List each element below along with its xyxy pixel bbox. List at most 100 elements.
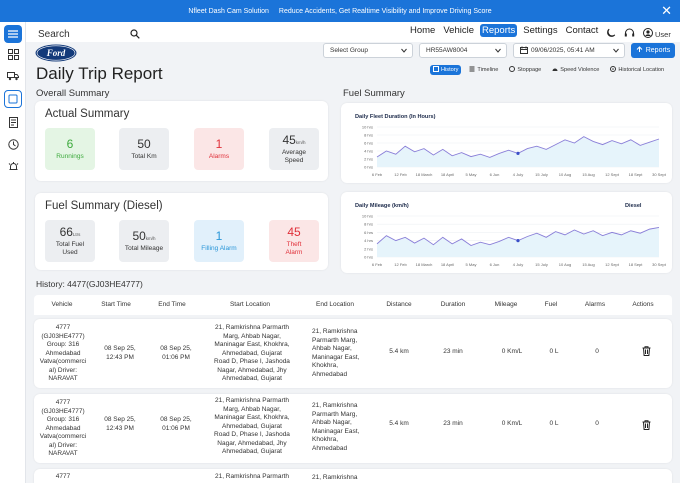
x-tick-label: 5 May (466, 172, 477, 177)
timeline-icon (469, 66, 475, 74)
reports-icon[interactable] (4, 90, 22, 108)
tab-stoppage[interactable]: Stoppage (506, 65, 544, 75)
speed-icon (552, 66, 558, 74)
stat-label: Alarms (208, 153, 230, 160)
cell-line: Ahmedabad, Gujarat (222, 422, 282, 430)
y-tick-label: 2 hrs (364, 157, 373, 162)
cell-vehicle: 4777 (GJ03HE4777) Group: 316 Ahmedabad V… (34, 324, 92, 384)
x-tick-label: 18 Sept (629, 262, 644, 267)
cell-alarms: 0 (595, 420, 599, 427)
cell-start-time: 08 Sep 25, 12:43 PM (92, 345, 148, 362)
data-point-marker (516, 239, 520, 243)
group-select[interactable]: Select Group (323, 43, 413, 58)
cell-line: NARAVAT (48, 450, 78, 457)
trash-icon[interactable] (642, 346, 651, 360)
series-area (377, 136, 659, 167)
cell-line: Group: 316 (46, 341, 80, 348)
nav-vehicle[interactable]: Vehicle (443, 25, 474, 36)
stat-total-fuel: 66Ltrs Total Fuel Used (45, 220, 95, 262)
cell-line: Ahbab Nagar, (312, 419, 352, 426)
trash-icon[interactable] (642, 420, 651, 434)
nav-settings[interactable]: Settings (523, 25, 558, 36)
stat-label: Theft Alarm (285, 241, 303, 256)
col-duration: Duration (440, 301, 466, 308)
col-fuel: Fuel (544, 301, 558, 308)
col-distance: Distance (386, 301, 412, 308)
col-actions: Actions (632, 301, 654, 308)
cell-line: 21, Ramkrishna (312, 328, 358, 335)
x-tick-label: 6 Feb (372, 172, 383, 177)
close-icon[interactable]: ✕ (661, 3, 672, 18)
stat-unit: Ltrs (72, 232, 81, 237)
cell-mileage: 0 Km/L (501, 420, 523, 427)
cell-end-time: 08 Sep 25, 01:06 PM (148, 345, 204, 362)
svg-text:Ford: Ford (46, 48, 66, 58)
stat-value: 50 (132, 229, 146, 243)
data-point-marker (516, 151, 520, 155)
tab-history[interactable]: History (430, 65, 462, 75)
y-tick-label: 4 hrs (364, 238, 373, 243)
reports-button[interactable]: Reports (631, 43, 675, 58)
x-tick-label: 15 Aug (582, 172, 594, 177)
tab-historical-location-label: Historical Location (618, 67, 665, 73)
stat-value: 45 (287, 225, 301, 239)
table-row: 4777 (GJ03HE4777) Group: 316 Ahmedabad V… (34, 394, 672, 463)
stat-theft-alarm: 45 Theft Alarm (269, 220, 319, 262)
x-tick-label: 6 Feb (372, 262, 383, 267)
tab-timeline-label: Timeline (477, 67, 499, 73)
cell-line: Khokhra, (312, 436, 339, 443)
document-icon[interactable] (4, 113, 22, 131)
vehicle-select[interactable]: HR55AW8004 (419, 43, 507, 58)
date-picker[interactable]: 09/06/2025, 05:41 AM (513, 43, 625, 58)
col-vehicle: Vehicle (51, 301, 73, 308)
top-banner: Nfleet Dash Cam Solution Reduce Accident… (0, 0, 680, 22)
x-tick-label: 18 March (416, 262, 433, 267)
cell-line: Ahmedabad, Gujarat (222, 375, 282, 382)
cell-duration: 23 min (443, 420, 463, 427)
alarm-icon[interactable] (4, 157, 22, 175)
report-tabs: History Timeline Stoppage Speed Violence… (430, 65, 667, 75)
cell-line: Ahmedabad (45, 349, 81, 357)
cell-line: Group: 316 (46, 416, 80, 423)
user-menu[interactable]: User (643, 28, 671, 40)
cell-line: 08 Sep 25, (104, 345, 136, 352)
menu-icon[interactable] (4, 25, 22, 43)
headset-icon[interactable] (624, 25, 635, 43)
stat-value: 6 (66, 137, 74, 151)
cell-alarms: 0 (595, 348, 599, 355)
cell-line: Maninagar East, (312, 427, 360, 435)
page-title: Daily Trip Report (36, 64, 163, 83)
moon-icon[interactable] (606, 25, 616, 43)
x-tick-label: 18 April (441, 262, 454, 267)
stat-average-speed: 45km/h Average Speed (269, 128, 319, 170)
cell-end-location: 21, Ramkrishna (312, 474, 358, 481)
col-end-time: End Time (158, 301, 186, 308)
nav-reports[interactable]: Reports (479, 24, 518, 37)
cell-vehicle: 4777 (55, 473, 71, 480)
dashboard-icon[interactable] (4, 45, 22, 63)
tab-historical-location[interactable]: Historical Location (607, 65, 667, 75)
cell-end-location: 21, Ramkrishna Parmarth Marg, Ahbab Naga… (312, 328, 374, 379)
fleet-duration-chart: Daily Fleet Duration (In Hours) 0 hrs 2 hr… (355, 114, 667, 177)
y-tick-label: 10 hrs (362, 214, 373, 219)
y-tick-label: 0 hrs (364, 255, 373, 260)
stat-label: Filling Alarm (201, 245, 237, 252)
stat-unit: km/h (145, 236, 156, 241)
nav-contact[interactable]: Contact (565, 25, 599, 36)
tab-timeline[interactable]: Timeline (466, 65, 501, 75)
x-tick-label: 6 Jun (490, 262, 500, 267)
nav-home[interactable]: Home (410, 25, 436, 36)
truck-icon[interactable] (4, 67, 22, 85)
tab-speed-violence[interactable]: Speed Violence (549, 65, 602, 75)
x-tick-label: 30 Sept (652, 262, 667, 267)
stat-value: 1 (215, 229, 223, 243)
actual-summary-title: Actual Summary (45, 108, 130, 120)
overall-summary-heading: Overall Summary (36, 88, 110, 99)
x-tick-label: 12 Sept (605, 262, 620, 267)
x-tick-label: 15 July (535, 262, 548, 267)
search-icon[interactable] (130, 26, 140, 44)
x-tick-label: 10 Aug (559, 262, 571, 267)
calendar-icon (520, 46, 528, 56)
clock-icon[interactable] (4, 135, 22, 153)
search-input[interactable] (34, 26, 144, 43)
